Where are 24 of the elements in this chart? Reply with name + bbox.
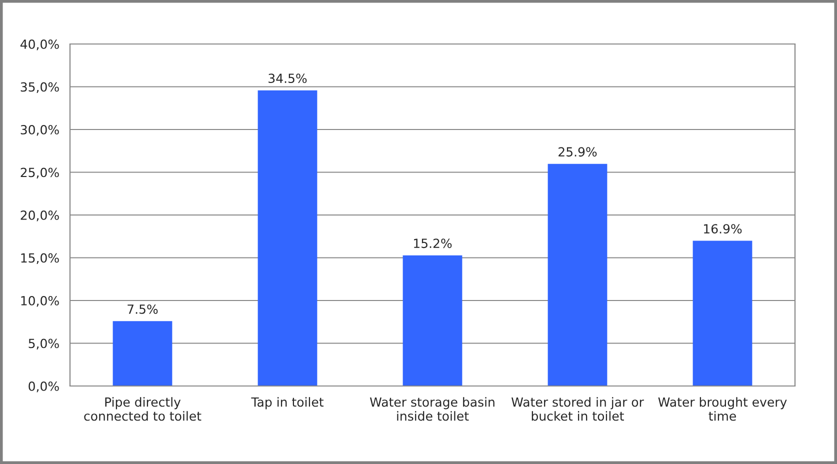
y-tick-label: 5,0% (28, 338, 59, 350)
y-tick-label: 30,0% (20, 124, 59, 136)
y-tick-label: 25,0% (20, 168, 59, 178)
y-tick-label: 15,0% (21, 253, 59, 264)
bar (258, 90, 318, 386)
x-tick-label: Water stored in jar or bucket in toilet (511, 397, 644, 421)
bar (692, 240, 752, 386)
data-label: 16.9% (704, 224, 742, 234)
bar (548, 164, 608, 386)
y-tick-label: 20,0% (20, 210, 59, 222)
bar (112, 321, 172, 386)
data-label: 25.9% (558, 147, 597, 157)
x-tick-label: Pipe directly connected to toilet (84, 397, 202, 421)
y-tick-label: 35,0% (20, 82, 59, 93)
x-tick-label: Water storage basin inside toilet (370, 397, 494, 421)
y-tick-label: 0,0% (28, 381, 59, 392)
data-label: 34.5% (268, 74, 307, 84)
data-label: 7.5% (128, 304, 158, 314)
bar (402, 255, 462, 386)
x-tick-label: Tap in toilet (251, 397, 324, 410)
data-label: 15.2% (414, 238, 452, 248)
x-tick-label: Water brought every time (658, 397, 787, 421)
y-tick-label: 10,0% (21, 296, 59, 307)
y-tick-label: 40,0% (20, 39, 59, 50)
